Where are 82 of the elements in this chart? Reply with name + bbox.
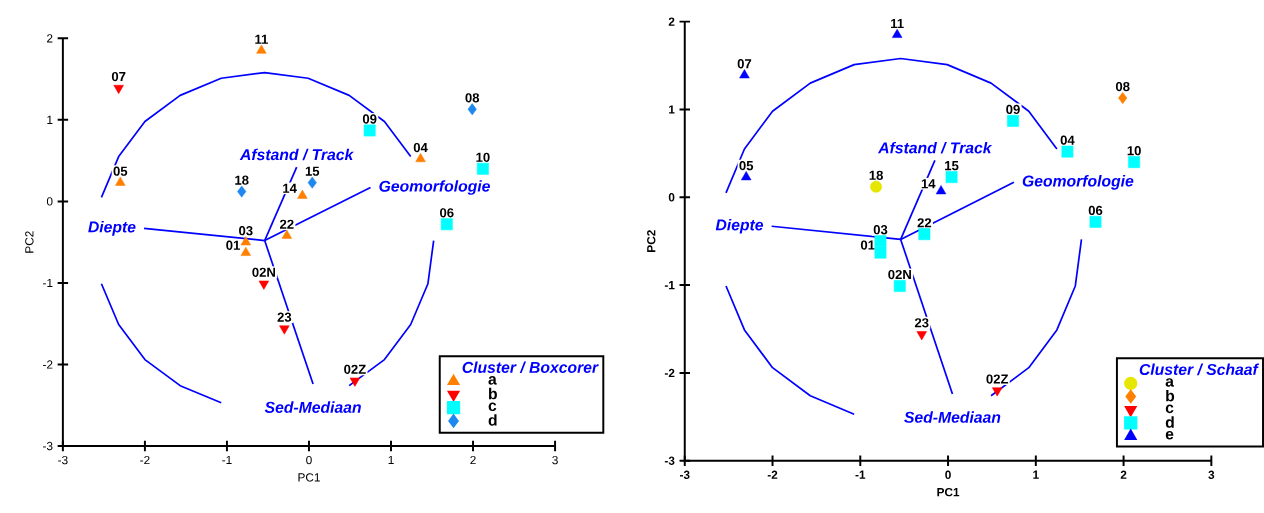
- annotation: 10: [476, 152, 490, 163]
- annotation: 05: [113, 166, 128, 176]
- y-tick-label: 0: [668, 193, 675, 202]
- legend-title: Cluster / Schaaf: [1139, 363, 1260, 376]
- annotation: 11: [891, 19, 904, 29]
- series-label: Diepte: [715, 219, 764, 234]
- series-label: Geomorfologie: [1022, 175, 1134, 190]
- series-label: Sed-Mediaan: [264, 401, 361, 413]
- annotation: 06: [1088, 205, 1103, 216]
- y-tick-label: 1: [47, 115, 53, 124]
- y-tick-label: 0: [46, 197, 53, 206]
- x-tick-label: -1: [855, 470, 866, 479]
- annotation: 07: [737, 59, 752, 69]
- x-tick-label: 0: [945, 470, 951, 480]
- legend-label: a: [1165, 378, 1175, 387]
- annotation: 01: [226, 240, 240, 250]
- x-axis-title: PC1: [937, 488, 960, 497]
- y-tick-label: 2: [668, 17, 675, 26]
- legend-label: b: [489, 387, 497, 400]
- y-tick-label: -3: [43, 441, 53, 451]
- x-tick-label: -2: [767, 470, 778, 479]
- annotation: 18: [869, 170, 883, 180]
- series-label: Afstand / Track: [239, 148, 354, 161]
- x-tick-label: 3: [552, 455, 558, 465]
- annotation: 23: [914, 318, 929, 328]
- y-axis-title: PC2: [647, 230, 656, 252]
- legend-label: a: [488, 376, 497, 385]
- legend-label: d: [1165, 416, 1174, 428]
- x-tick-label: 1: [1033, 470, 1039, 479]
- y-tick-label: 2: [47, 34, 53, 43]
- annotation: 11: [255, 34, 268, 44]
- annotation: 23: [277, 312, 292, 322]
- x-tick-label: 2: [470, 455, 476, 465]
- annotation: 06: [440, 208, 454, 218]
- x-tick-label: -3: [58, 455, 68, 465]
- annotation: 02N: [252, 267, 275, 278]
- annotation: 15: [945, 161, 959, 171]
- annotation: 09: [362, 114, 377, 124]
- annotation: 08: [1115, 82, 1130, 92]
- legend-label: c: [1165, 404, 1174, 414]
- annotation: 15: [305, 166, 320, 176]
- series-label: Sed-Mediaan: [904, 411, 1001, 423]
- series-label: Afstand / Track: [877, 141, 993, 154]
- annotation: 14: [283, 183, 297, 193]
- y-tick-label: -2: [43, 360, 53, 369]
- y-axis-title: PC2: [25, 231, 34, 253]
- x-tick-label: 3: [1208, 470, 1215, 480]
- annotation: 14: [921, 179, 936, 189]
- legend-label: b: [1166, 389, 1175, 402]
- legend-title: Cluster / Boxcorer: [462, 361, 599, 374]
- annotation: 09: [1006, 104, 1020, 115]
- legend-label: c: [488, 402, 497, 412]
- annotation: 02N: [888, 269, 911, 280]
- x-tick-label: -1: [222, 455, 232, 465]
- y-tick-label: -2: [664, 368, 675, 378]
- annotation: 18: [235, 175, 249, 185]
- x-axis-title: PC1: [298, 473, 320, 482]
- annotation: 10: [1127, 146, 1141, 156]
- annotation: 02Z: [344, 364, 366, 375]
- annotation: 08: [465, 93, 480, 103]
- x-tick-label: 0: [306, 455, 312, 465]
- annotation: 03: [873, 225, 888, 235]
- legend-label: d: [488, 414, 497, 426]
- x-tick-label: -2: [140, 455, 150, 465]
- y-tick-label: -1: [43, 278, 53, 288]
- x-tick-label: 2: [1120, 470, 1127, 479]
- annotation: 04: [1060, 135, 1075, 145]
- series-label: Diepte: [88, 221, 136, 236]
- annotation: 01: [860, 240, 875, 250]
- annotation: 07: [111, 72, 126, 82]
- y-tick-label: 1: [669, 105, 675, 114]
- annotation: 02Z: [986, 374, 1009, 384]
- x-tick-label: 1: [388, 455, 394, 465]
- y-tick-label: -1: [664, 281, 675, 290]
- annotation: 03: [239, 226, 253, 236]
- annotation: 04: [413, 142, 428, 153]
- annotation: 22: [917, 218, 932, 228]
- legend-label: e: [1165, 431, 1174, 440]
- annotation: 05: [739, 161, 754, 171]
- x-tick-label: -3: [679, 470, 690, 480]
- annotation: 22: [279, 219, 294, 229]
- series-label: Geomorfologie: [379, 180, 490, 195]
